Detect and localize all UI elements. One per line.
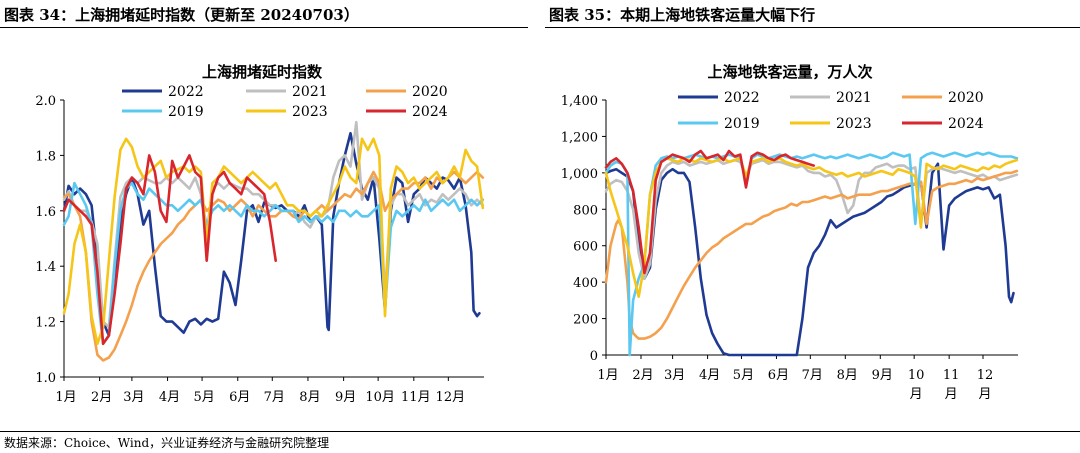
y-tick-label: 1.4 xyxy=(35,260,56,275)
x-tick-label: 6月 xyxy=(768,368,789,383)
legend-label-2023: 2023 xyxy=(836,116,872,132)
x-tick-label: 10月 xyxy=(365,390,395,405)
x-tick-label: 6月 xyxy=(229,390,250,405)
x-tick-label: 2月 xyxy=(91,390,112,405)
series-line-2019 xyxy=(62,181,485,346)
legend-label-2022: 2022 xyxy=(168,84,204,100)
x-tick-label: 12 xyxy=(977,368,994,383)
chart-34-heading: 图表 34：上海拥堵延时指数（更新至 20240703） xyxy=(4,6,359,24)
x-tick-label: 10 xyxy=(908,368,925,383)
y-tick-label: 400 xyxy=(573,276,598,291)
y-tick-label: 1.0 xyxy=(35,371,56,386)
series-line-2022 xyxy=(604,162,1015,357)
legend-label-2020: 2020 xyxy=(948,90,984,106)
y-tick-label: 1.8 xyxy=(35,149,56,164)
x-tick-label: 7月 xyxy=(264,390,285,405)
y-tick-label: 1,000 xyxy=(561,167,598,182)
x-tick-label: 8月 xyxy=(837,368,858,383)
chart-35-heading: 图表 35：本期上海地铁客运量大幅下行 xyxy=(549,6,816,24)
series-line-2021 xyxy=(62,120,485,329)
y-tick-label: 800 xyxy=(573,203,598,218)
y-tick-label: 200 xyxy=(573,313,598,328)
series-line-2024 xyxy=(62,154,278,346)
y-tick-label: 0 xyxy=(590,349,598,364)
x-tick-label: 月 xyxy=(979,387,992,402)
x-tick-label: 9月 xyxy=(872,368,893,383)
legend-label-2019: 2019 xyxy=(168,104,204,120)
x-tick-label: 11 xyxy=(943,368,960,383)
x-tick-label: 7月 xyxy=(802,368,823,383)
series-line-2020 xyxy=(604,169,1019,340)
chart-title: 上海拥堵延时指数 xyxy=(202,63,323,81)
legend-label-2024: 2024 xyxy=(948,116,984,132)
y-tick-label: 1,400 xyxy=(561,94,598,109)
y-tick-label: 2.0 xyxy=(35,94,56,109)
heading-divider-right xyxy=(545,27,1080,28)
series-line-2020 xyxy=(62,170,485,362)
series-line-2021 xyxy=(604,158,1019,280)
x-tick-label: 5月 xyxy=(733,368,754,383)
y-tick-label: 1.6 xyxy=(35,205,56,220)
legend-label-2019: 2019 xyxy=(724,116,760,132)
legend-label-2022: 2022 xyxy=(724,90,760,106)
x-tick-label: 9月 xyxy=(335,390,356,405)
congestion-index-chart: 1.0 1.2 1.4 1.6 1.8 2.0 1月 2月 3月 4月 5月 6月 7月 8月 9月 10月 1… xyxy=(35,63,485,405)
x-tick-label: 5月 xyxy=(193,390,214,405)
y-tick-label: 1.2 xyxy=(35,316,56,331)
legend-label-2023: 2023 xyxy=(292,104,328,120)
legend-label-2020: 2020 xyxy=(412,84,448,100)
y-tick-label: 600 xyxy=(573,240,598,255)
x-tick-label: 2月 xyxy=(632,368,653,383)
x-tick-label: 月 xyxy=(910,387,923,402)
metro-ridership-chart: 0 200 400 600 800 1,000 1,200 1,400 1月 2月 3月 4月 5月 6月… xyxy=(561,63,1019,402)
x-tick-label: 8月 xyxy=(299,390,320,405)
x-tick-label: 3月 xyxy=(664,368,685,383)
x-tick-label: 月 xyxy=(945,387,958,402)
legend-label-2021: 2021 xyxy=(836,90,872,106)
heading-divider-left xyxy=(0,27,528,28)
series-line-2023 xyxy=(62,137,485,346)
source-note: 数据来源：Choice、Wind，兴业证券经济与金融研究院整理 xyxy=(4,436,330,450)
x-tick-label: 1月 xyxy=(55,390,76,405)
x-tick-label: 4月 xyxy=(159,390,180,405)
y-tick-label: 1,200 xyxy=(561,130,598,145)
legend-label-2024: 2024 xyxy=(412,104,448,120)
chart-title: 上海地铁客运量，万人次 xyxy=(707,63,872,81)
x-tick-label: 4月 xyxy=(699,368,720,383)
series-line-2024 xyxy=(604,149,816,275)
x-tick-label: 11月 xyxy=(401,390,431,405)
footer-divider xyxy=(0,431,1080,432)
series-line-2023 xyxy=(604,157,1019,299)
legend-label-2021: 2021 xyxy=(292,84,328,100)
x-tick-label: 1月 xyxy=(597,368,618,383)
x-tick-label: 12月 xyxy=(436,390,466,405)
x-tick-label: 3月 xyxy=(123,390,144,405)
